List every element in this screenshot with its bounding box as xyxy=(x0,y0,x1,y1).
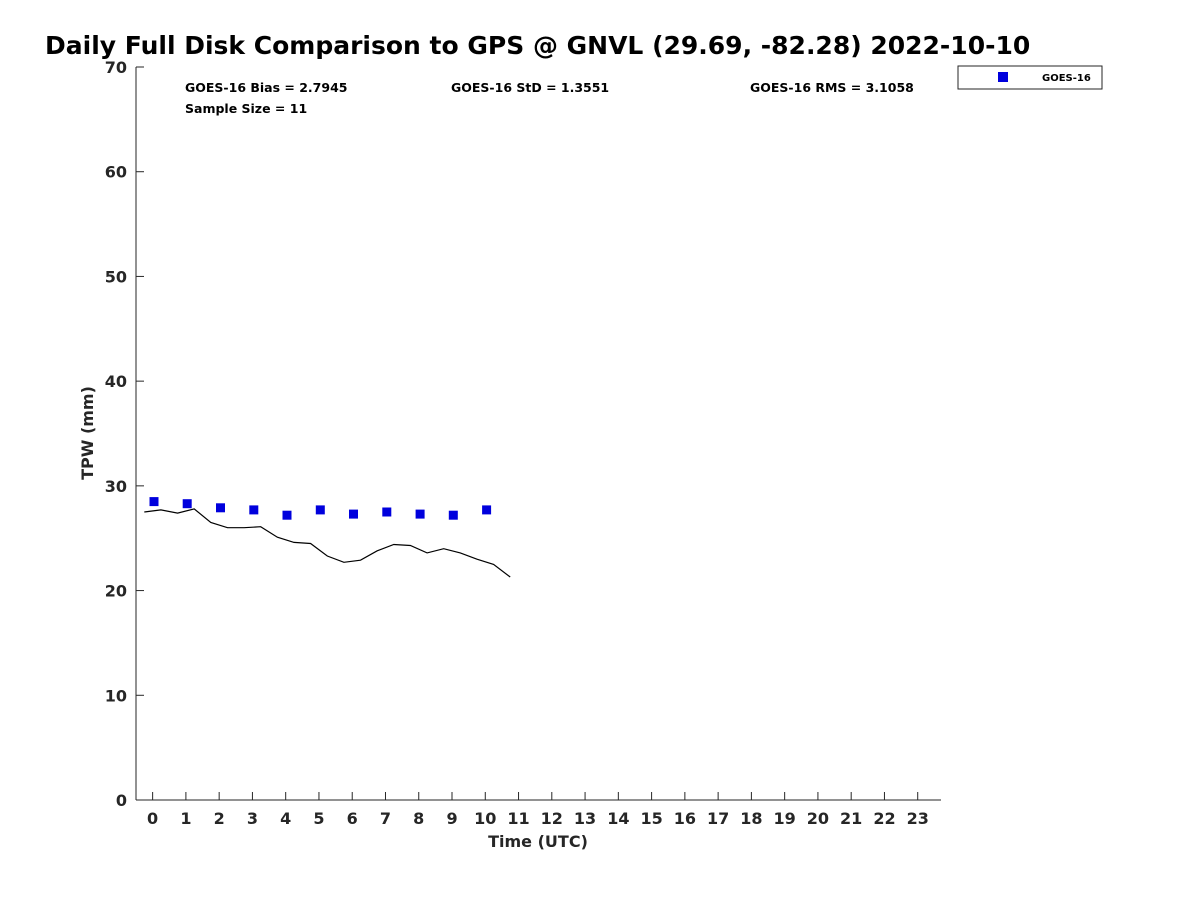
legend-marker-goes-16 xyxy=(998,72,1008,82)
x-tick-label: 12 xyxy=(541,809,563,828)
plot-axes xyxy=(135,67,941,801)
x-ticks: 0 1 2 3 4 5 6 7 8 9 10 11 12 13 14 15 16 17 18 19 20 21 22 23 xyxy=(147,792,929,828)
x-tick-label: 15 xyxy=(640,809,662,828)
goes-16-point xyxy=(448,510,458,520)
x-tick-label: 10 xyxy=(474,809,496,828)
x-tick-label: 1 xyxy=(180,809,191,828)
bias-stat: GOES-16 Bias = 2.7945 xyxy=(185,80,347,95)
y-ticks: 0 10 20 30 40 50 60 70 xyxy=(105,58,144,810)
series-layer xyxy=(144,497,511,578)
goes-16-point xyxy=(149,497,159,507)
sample-size-stat: Sample Size = 11 xyxy=(185,101,307,116)
x-tick-label: 13 xyxy=(574,809,596,828)
x-tick-label: 8 xyxy=(413,809,424,828)
x-tick-label: 22 xyxy=(873,809,895,828)
stats-annotations: GOES-16 Bias = 2.7945 GOES-16 StD = 1.35… xyxy=(185,80,914,116)
x-tick-label: 18 xyxy=(740,809,762,828)
std-stat: GOES-16 StD = 1.3551 xyxy=(451,80,609,95)
x-tick-label: 9 xyxy=(446,809,457,828)
x-tick-label: 5 xyxy=(313,809,324,828)
rms-stat: GOES-16 RMS = 3.1058 xyxy=(750,80,914,95)
legend-box xyxy=(957,65,1103,90)
goes-16-point xyxy=(415,509,425,519)
goes-16-point xyxy=(382,507,392,517)
y-tick-label: 30 xyxy=(105,477,127,496)
x-tick-label: 20 xyxy=(807,809,829,828)
x-tick-label: 16 xyxy=(674,809,696,828)
y-axis-label: TPW (mm) xyxy=(78,386,97,480)
x-tick-label: 21 xyxy=(840,809,862,828)
goes-16-point xyxy=(216,503,225,513)
x-tick-label: 17 xyxy=(707,809,729,828)
x-axis-label: Time (UTC) xyxy=(488,832,588,851)
y-tick-label: 10 xyxy=(105,686,127,705)
x-tick-label: 19 xyxy=(774,809,796,828)
y-tick-label: 20 xyxy=(105,582,127,601)
legend: GOES-16 xyxy=(957,65,1103,90)
y-tick-label: 60 xyxy=(105,163,127,182)
goes-16-point xyxy=(482,505,492,515)
y-tick-label: 70 xyxy=(105,58,127,77)
x-tick-label: 6 xyxy=(347,809,358,828)
legend-label-goes-16: GOES-16 xyxy=(1042,73,1091,84)
x-tick-label: 11 xyxy=(507,809,529,828)
goes-16-point xyxy=(249,505,259,515)
chart-title: Daily Full Disk Comparison to GPS @ GNVL… xyxy=(45,31,1030,60)
goes-16-point xyxy=(182,499,192,509)
gps-tpw-line xyxy=(144,508,511,578)
goes-16-point xyxy=(282,510,292,520)
x-tick-label: 14 xyxy=(607,809,629,828)
y-tick-label: 0 xyxy=(116,791,127,810)
x-tick-label: 3 xyxy=(247,809,258,828)
x-tick-label: 23 xyxy=(907,809,929,828)
goes-16-point xyxy=(349,509,358,519)
goes-16-point xyxy=(315,505,325,515)
x-tick-label: 0 xyxy=(147,809,158,828)
y-tick-label: 50 xyxy=(105,267,127,286)
x-tick-label: 4 xyxy=(280,809,291,828)
x-tick-label: 2 xyxy=(214,809,225,828)
x-tick-label: 7 xyxy=(380,809,391,828)
y-tick-label: 40 xyxy=(105,372,127,391)
